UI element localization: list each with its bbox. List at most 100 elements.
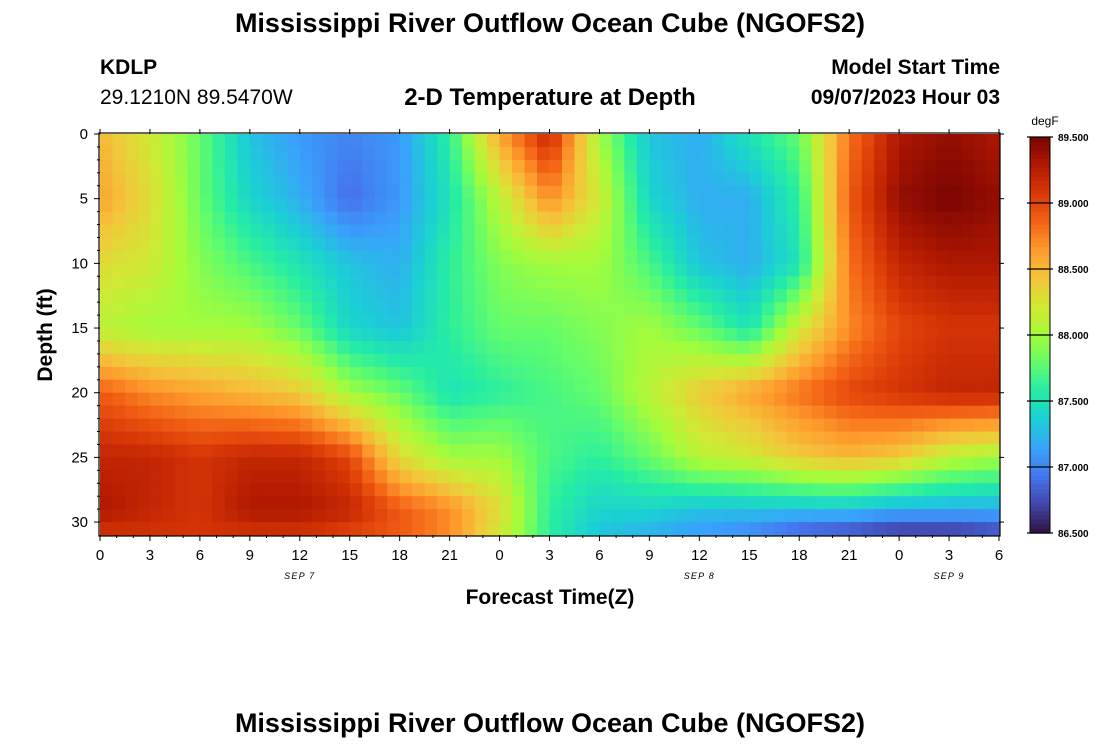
heatmap-cell	[586, 328, 601, 342]
heatmap-cell	[287, 496, 301, 510]
heatmap-cell	[174, 405, 189, 420]
heatmap-cell	[699, 457, 713, 471]
heatmap-cell	[537, 328, 551, 342]
heatmap-cell	[561, 457, 576, 471]
heatmap-cell	[474, 289, 488, 303]
heatmap-cell	[674, 405, 688, 420]
heatmap-cell	[761, 328, 775, 342]
heatmap-cell	[412, 224, 426, 239]
heatmap-cell	[599, 146, 613, 161]
heatmap-cell	[961, 340, 975, 355]
heatmap-cell	[611, 159, 626, 174]
heatmap-cell	[811, 134, 825, 148]
heatmap-cell	[100, 302, 114, 316]
heatmap-cell	[412, 379, 426, 394]
heatmap-cell	[512, 340, 526, 355]
heatmap-cell	[412, 418, 426, 433]
heatmap-cell	[574, 263, 588, 277]
colorbar-band	[1030, 203, 1050, 208]
heatmap-cell	[661, 405, 675, 420]
heatmap-cell	[299, 250, 313, 264]
heatmap-cell	[936, 353, 950, 368]
heatmap-cell	[474, 457, 488, 471]
heatmap-cell	[312, 496, 326, 510]
heatmap-cell	[749, 405, 763, 420]
heatmap-cell	[874, 328, 888, 342]
heatmap-cell	[874, 134, 888, 148]
heatmap-cell	[686, 302, 700, 316]
heatmap-cell	[986, 263, 1000, 277]
heatmap-cell	[811, 392, 825, 407]
heatmap-cell	[399, 457, 413, 471]
heatmap-cell	[312, 353, 326, 368]
heatmap-cell	[424, 366, 438, 381]
heatmap-cell	[786, 431, 800, 446]
heatmap-cell	[374, 366, 388, 381]
heatmap-cell	[512, 315, 526, 329]
heatmap-cell	[162, 185, 176, 200]
heatmap-cell	[412, 483, 426, 497]
heatmap-cell	[162, 392, 176, 407]
heatmap-cell	[412, 289, 426, 303]
heatmap-cell	[911, 509, 925, 523]
heatmap-cell	[661, 457, 675, 471]
heatmap-cell	[549, 263, 563, 277]
heatmap-cell	[474, 418, 488, 433]
heatmap-cell	[811, 237, 825, 252]
heatmap-cell	[274, 315, 288, 329]
heatmap-cell	[574, 392, 588, 407]
heatmap-cell	[674, 289, 688, 303]
heatmap-cell	[799, 250, 813, 264]
heatmap-cell	[711, 276, 725, 290]
heatmap-cell	[199, 496, 213, 510]
heatmap-cell	[174, 237, 189, 252]
heatmap-cell	[474, 509, 488, 523]
heatmap-cell	[374, 328, 388, 342]
heatmap-cell	[199, 366, 213, 381]
heatmap-cell	[287, 470, 301, 484]
heatmap-cell	[849, 302, 863, 316]
heatmap-cell	[462, 263, 476, 277]
heatmap-cell	[686, 172, 700, 187]
heatmap-cell	[262, 392, 276, 407]
heatmap-cell	[649, 522, 663, 536]
heatmap-cell	[449, 392, 463, 407]
heatmap-cell	[187, 237, 201, 252]
heatmap-cell	[362, 418, 376, 433]
heatmap-cell	[949, 250, 963, 264]
heatmap-cell	[174, 134, 189, 148]
heatmap-cell	[124, 237, 139, 252]
heatmap-cell	[561, 276, 576, 290]
heatmap-cell	[774, 496, 788, 510]
heatmap-cell	[674, 379, 688, 394]
heatmap-cell	[699, 353, 713, 368]
heatmap-cell	[249, 366, 263, 381]
heatmap-cell	[249, 431, 263, 446]
heatmap-cell	[861, 353, 875, 368]
heatmap-cell	[337, 302, 351, 316]
heatmap-cell	[112, 289, 126, 303]
heatmap-cell	[949, 483, 963, 497]
heatmap-cell	[624, 276, 638, 290]
heatmap-cell	[499, 340, 513, 355]
heatmap-cell	[149, 522, 164, 536]
heatmap-cell	[774, 405, 788, 420]
heatmap-cell	[899, 509, 913, 523]
heatmap-cell	[936, 172, 950, 187]
heatmap-cell	[874, 340, 888, 355]
heatmap-cell	[287, 198, 301, 213]
heatmap-cell	[636, 366, 650, 381]
heatmap-cell	[736, 353, 750, 368]
heatmap-cell	[187, 276, 201, 290]
heatmap-cell	[474, 263, 488, 277]
heatmap-cell	[899, 289, 913, 303]
heatmap-cell	[886, 470, 900, 484]
heatmap-cell	[561, 470, 576, 484]
x-tick-label: 12	[291, 547, 308, 564]
heatmap-cell	[362, 237, 376, 252]
heatmap-cell	[686, 483, 700, 497]
heatmap-cell	[387, 392, 401, 407]
heatmap-cell	[711, 289, 725, 303]
heatmap-cell	[649, 276, 663, 290]
heatmap-cell	[199, 198, 213, 213]
